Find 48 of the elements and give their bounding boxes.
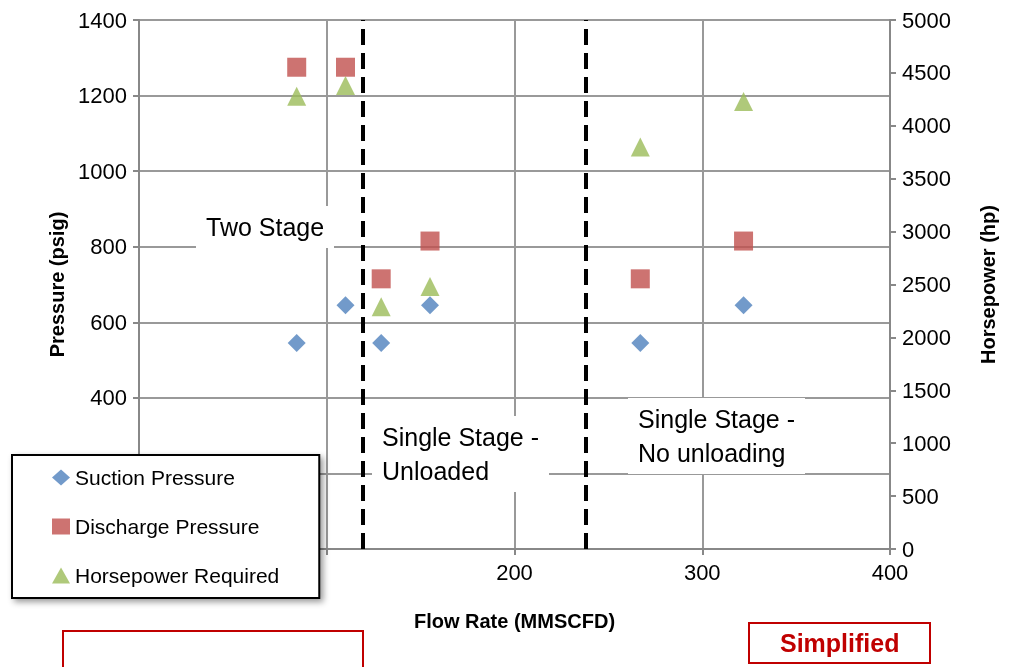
- y-tick-label: 1200: [78, 83, 127, 109]
- y-tick-label: 1000: [78, 158, 127, 184]
- point: [734, 231, 754, 251]
- point: [287, 334, 306, 353]
- point: [336, 296, 355, 315]
- y-tick-label: 600: [90, 309, 127, 335]
- y-tick-label: 1400: [78, 7, 127, 33]
- y2-tick-label: 1000: [902, 430, 951, 456]
- point: [631, 334, 650, 353]
- point: [336, 57, 356, 77]
- y-tick-label: 800: [90, 234, 127, 260]
- y2-axis-title: Horsepower (hp): [977, 205, 999, 364]
- annotation: Single Stage - No unloading: [628, 398, 806, 474]
- legend-label: Horsepower Required: [75, 564, 280, 587]
- y2-tick-label: 4500: [902, 60, 951, 86]
- point: [734, 91, 754, 111]
- annotation: Two Stage: [196, 206, 335, 248]
- y2-tick-label: 2500: [902, 272, 951, 297]
- x-tick-label: 400: [871, 559, 909, 585]
- annotation: Single Stage - Unloaded: [372, 416, 550, 492]
- point: [287, 57, 307, 77]
- y2-tick-label: 3000: [902, 219, 951, 245]
- y2-tick-label: 1500: [902, 377, 951, 403]
- text: Simplified: [748, 622, 932, 664]
- y2-tick-label: 3500: [902, 166, 951, 192]
- point: [371, 297, 391, 317]
- y2-tick-label: 500: [902, 483, 939, 509]
- x-tick-label: 300: [683, 559, 721, 585]
- point: [372, 334, 391, 353]
- point: [630, 269, 650, 289]
- legend-label: Suction Pressure: [75, 466, 235, 489]
- point: [420, 277, 440, 297]
- point: [420, 231, 440, 251]
- point: [287, 86, 307, 106]
- x-tick-label: 200: [496, 559, 533, 585]
- y2-tick-label: 5000: [902, 7, 951, 33]
- y-tick-label: 400: [90, 385, 127, 411]
- point: [734, 296, 753, 315]
- point: [630, 137, 650, 157]
- point: [421, 296, 440, 315]
- y2-tick-label: 2000: [902, 324, 951, 350]
- x-axis-title: Flow Rate (MMSCFD): [413, 610, 616, 632]
- y2-tick-label: 0: [902, 536, 915, 562]
- y2-tick-label: 4000: [902, 113, 951, 139]
- point: [371, 269, 391, 289]
- legend-label: Discharge Pressure: [75, 515, 260, 538]
- y-axis-title: Pressure (psig): [46, 211, 69, 358]
- point: [336, 76, 356, 96]
